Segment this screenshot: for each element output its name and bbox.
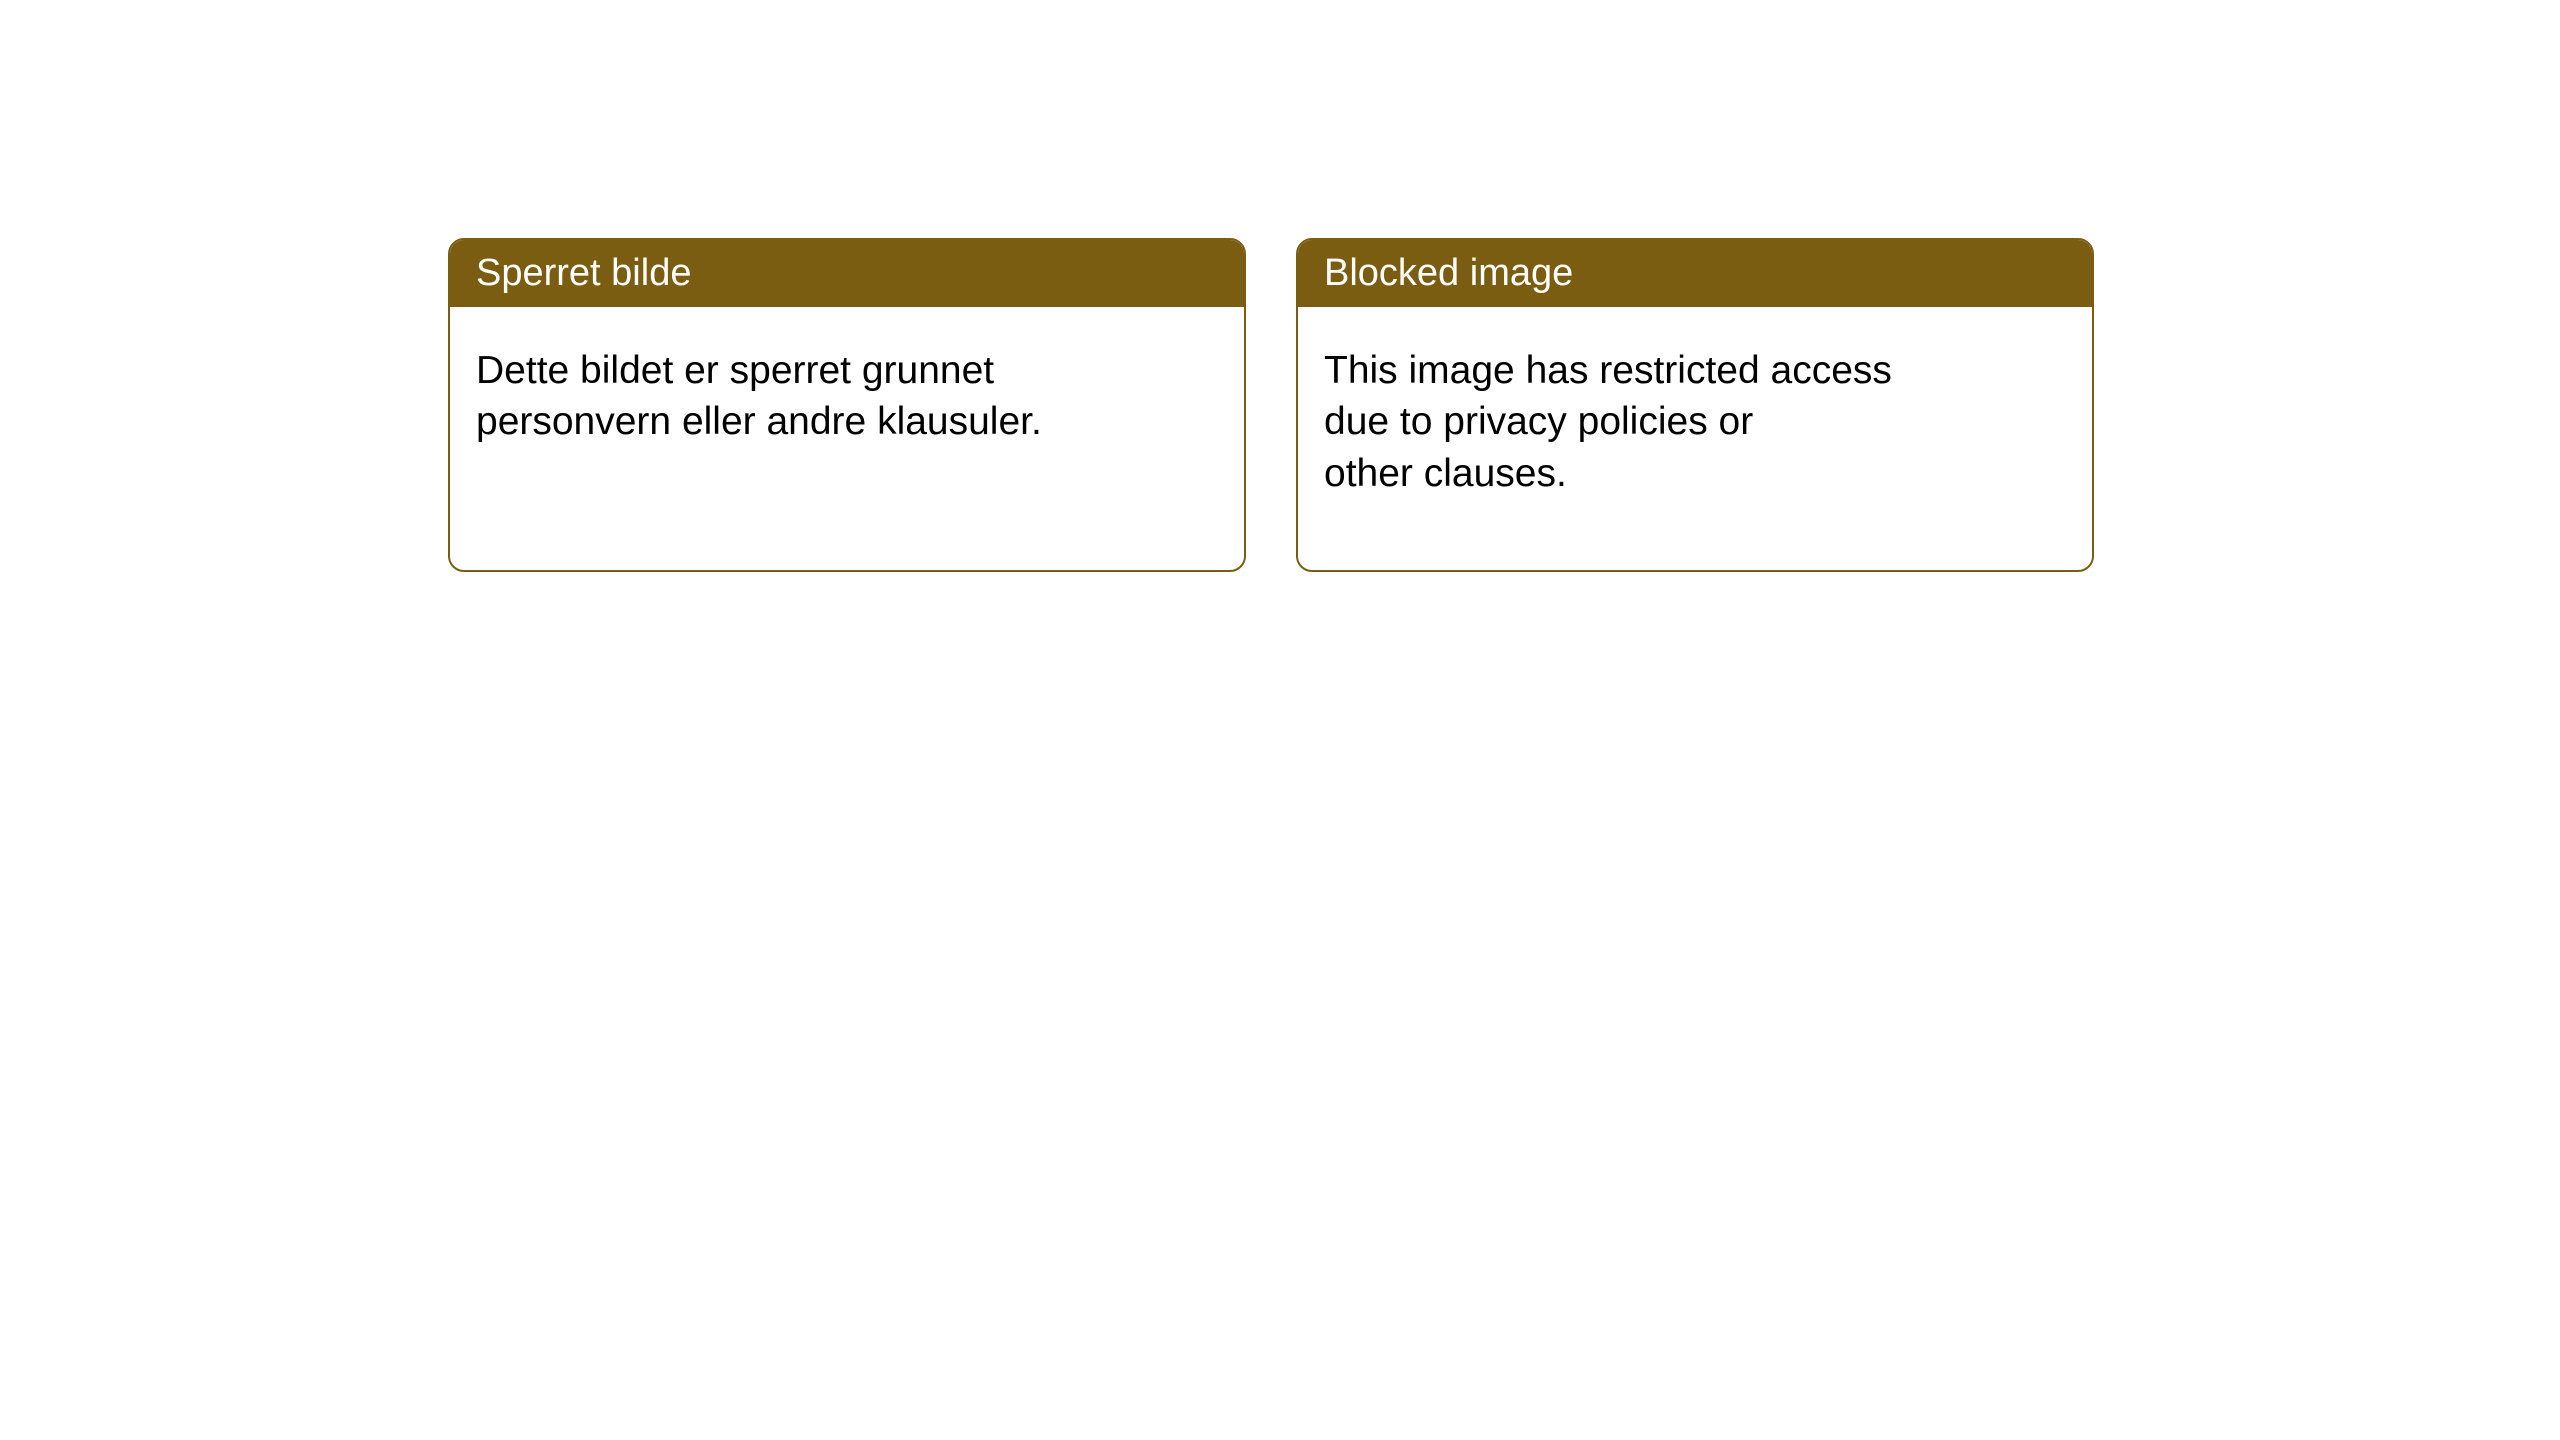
card-title: Blocked image <box>1298 240 2092 307</box>
message-cards-container: Sperret bilde Dette bildet er sperret gr… <box>0 0 2560 572</box>
message-card-english: Blocked image This image has restricted … <box>1296 238 2094 572</box>
card-body-text: Dette bildet er sperret grunnet personve… <box>450 307 1244 486</box>
card-title: Sperret bilde <box>450 240 1244 307</box>
card-body-text: This image has restricted access due to … <box>1298 307 2092 537</box>
message-card-norwegian: Sperret bilde Dette bildet er sperret gr… <box>448 238 1246 572</box>
